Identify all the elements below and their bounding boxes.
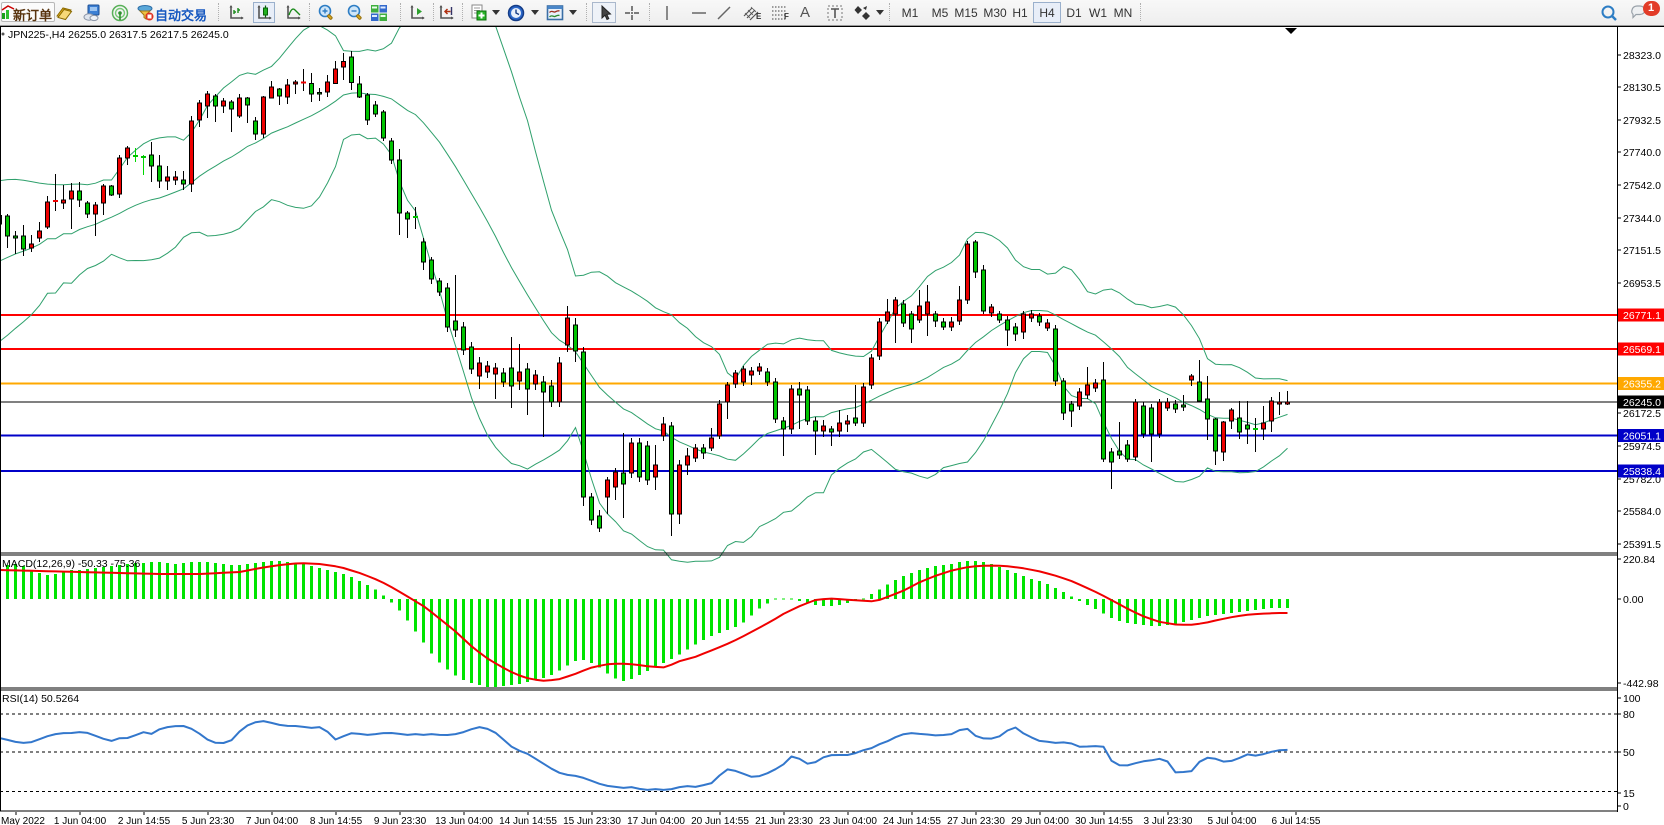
svg-text:27151.5: 27151.5 (1623, 245, 1661, 257)
svg-text:100: 100 (1623, 693, 1641, 705)
svg-text:26245.0: 26245.0 (1623, 397, 1661, 409)
svg-text:5 Jun 23:30: 5 Jun 23:30 (182, 816, 235, 825)
svg-text:27344.0: 27344.0 (1623, 213, 1661, 225)
svg-text:5 Jul 04:00: 5 Jul 04:00 (1208, 816, 1257, 825)
svg-text:13 Jun 04:00: 13 Jun 04:00 (435, 816, 493, 825)
svg-text:MACD(12,26,9) -50.33 -75.36: MACD(12,26,9) -50.33 -75.36 (2, 558, 140, 570)
svg-text:7 Jun 04:00: 7 Jun 04:00 (246, 816, 299, 825)
svg-text:15: 15 (1623, 788, 1635, 800)
svg-text:20 Jun 14:55: 20 Jun 14:55 (691, 816, 749, 825)
svg-text:27740.0: 27740.0 (1623, 147, 1661, 159)
svg-text:26953.5: 26953.5 (1623, 278, 1661, 290)
svg-text:9 Jun 23:30: 9 Jun 23:30 (374, 816, 427, 825)
svg-text:27932.5: 27932.5 (1623, 115, 1661, 127)
svg-text:27542.0: 27542.0 (1623, 180, 1661, 192)
svg-text:3 Jul 23:30: 3 Jul 23:30 (1144, 816, 1193, 825)
svg-text:24 Jun 14:55: 24 Jun 14:55 (883, 816, 941, 825)
svg-text:80: 80 (1623, 709, 1635, 721)
svg-text:RSI(14) 50.5264: RSI(14) 50.5264 (2, 693, 79, 705)
svg-text:28323.0: 28323.0 (1623, 50, 1661, 62)
svg-text:0.00: 0.00 (1623, 594, 1644, 606)
svg-text:25974.5: 25974.5 (1623, 441, 1661, 453)
svg-text:25584.0: 25584.0 (1623, 506, 1661, 518)
svg-text:26569.1: 26569.1 (1623, 344, 1661, 356)
svg-text:26172.5: 26172.5 (1623, 408, 1661, 420)
svg-text:-442.98: -442.98 (1623, 678, 1659, 690)
svg-text:17 Jun 04:00: 17 Jun 04:00 (627, 816, 685, 825)
svg-text:8 Jun 14:55: 8 Jun 14:55 (310, 816, 363, 825)
svg-text:26771.1: 26771.1 (1623, 310, 1661, 322)
svg-text:JPN225-,H4 26255.0 26317.5 26: JPN225-,H4 26255.0 26317.5 26217.5 26245… (8, 29, 229, 41)
svg-text:27 Jun 23:30: 27 Jun 23:30 (947, 816, 1005, 825)
svg-text:26355.2: 26355.2 (1623, 379, 1661, 391)
svg-text:29 Jun 04:00: 29 Jun 04:00 (1011, 816, 1069, 825)
svg-text:May 2022: May 2022 (1, 816, 45, 825)
svg-text:30 Jun 14:55: 30 Jun 14:55 (1075, 816, 1133, 825)
svg-text:14 Jun 14:55: 14 Jun 14:55 (499, 816, 557, 825)
svg-text:25838.4: 25838.4 (1623, 466, 1661, 478)
svg-text:50: 50 (1623, 747, 1635, 759)
svg-text:2 Jun 14:55: 2 Jun 14:55 (118, 816, 171, 825)
svg-text:26051.1: 26051.1 (1623, 431, 1661, 443)
svg-text:28130.5: 28130.5 (1623, 82, 1661, 94)
svg-text:0: 0 (1623, 801, 1629, 813)
svg-text:15 Jun 23:30: 15 Jun 23:30 (563, 816, 621, 825)
svg-text:220.84: 220.84 (1623, 554, 1655, 566)
svg-text:23 Jun 04:00: 23 Jun 04:00 (819, 816, 877, 825)
svg-text:1 Jun 04:00: 1 Jun 04:00 (54, 816, 107, 825)
svg-text:6 Jul 14:55: 6 Jul 14:55 (1272, 816, 1321, 825)
svg-text:21 Jun 23:30: 21 Jun 23:30 (755, 816, 813, 825)
svg-text:25391.5: 25391.5 (1623, 539, 1661, 551)
